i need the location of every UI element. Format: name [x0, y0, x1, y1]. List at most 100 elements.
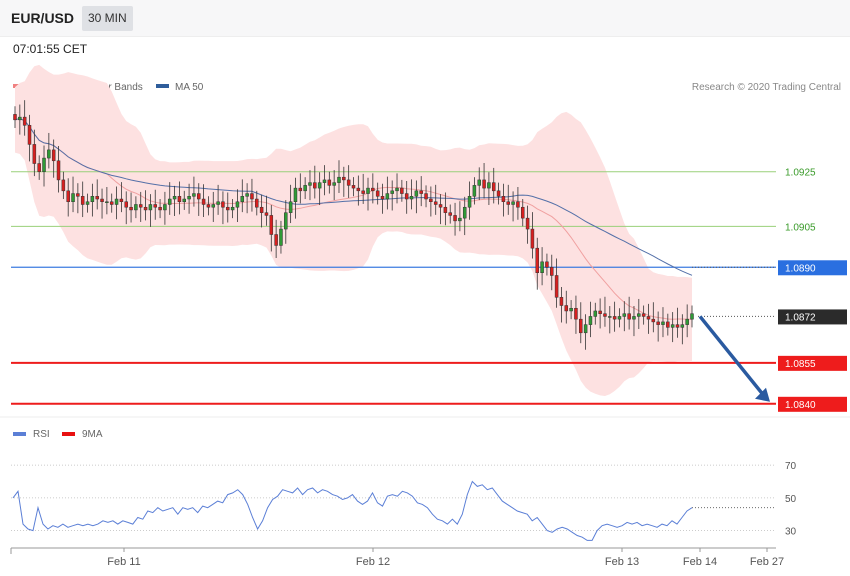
candle	[366, 177, 370, 211]
candle	[327, 171, 332, 194]
candle	[356, 175, 361, 206]
candle-body	[467, 196, 472, 208]
candle	[419, 176, 423, 207]
candle	[114, 186, 119, 220]
candle	[250, 178, 254, 212]
candle	[395, 173, 399, 204]
forecast-arrow-shaft	[698, 315, 766, 397]
candle	[443, 192, 448, 226]
candle	[13, 106, 17, 129]
candle	[293, 177, 298, 219]
candle-body	[308, 182, 312, 186]
candle	[598, 298, 602, 329]
candle-body	[90, 196, 95, 203]
candle-body	[13, 114, 17, 121]
candle-body	[656, 321, 660, 325]
candle	[259, 194, 264, 228]
candle	[554, 258, 559, 308]
candle-body	[177, 196, 182, 203]
candle-body	[487, 182, 491, 189]
candle	[545, 253, 549, 276]
candle	[187, 183, 191, 214]
candle	[124, 191, 128, 225]
candle-body	[71, 193, 75, 203]
candle	[506, 184, 510, 215]
candle	[371, 173, 375, 204]
candle	[226, 192, 230, 223]
candle	[525, 205, 530, 244]
legend-9ma-swatch	[62, 432, 75, 436]
candle-body	[148, 204, 153, 211]
candle-body	[187, 196, 191, 200]
candle	[651, 302, 656, 333]
timeframe-badge[interactable]: 30 MIN	[82, 6, 133, 31]
candle-body	[298, 187, 303, 192]
candle	[666, 313, 670, 336]
candle-body	[221, 201, 225, 208]
candle	[211, 191, 216, 222]
candle-body	[105, 201, 109, 204]
candle-body	[124, 201, 128, 208]
credit-text: Research © 2020 Trading Central	[692, 82, 841, 93]
candle-body	[622, 313, 627, 317]
candle	[42, 145, 46, 187]
candle	[569, 300, 573, 320]
candle	[182, 190, 186, 210]
candle-body	[390, 190, 394, 194]
candle-body	[438, 204, 443, 208]
candle	[129, 192, 133, 223]
candle-body	[443, 206, 448, 213]
candle-body	[627, 313, 631, 320]
candle-body	[491, 182, 496, 192]
candle	[27, 114, 32, 162]
candle-body	[61, 179, 66, 192]
candle	[433, 184, 438, 215]
level-label: 1.0855	[785, 359, 816, 370]
candle-body	[250, 193, 254, 200]
candle-body	[414, 190, 419, 197]
candle-body	[598, 310, 602, 314]
candle-body	[269, 215, 274, 235]
candle-body	[230, 206, 235, 211]
candle	[627, 296, 631, 330]
candle	[153, 189, 157, 220]
ma50-line	[14, 117, 693, 276]
candle	[675, 307, 680, 338]
candle-body	[501, 196, 506, 203]
candle-body	[462, 206, 467, 219]
candle	[47, 132, 51, 169]
candle-body	[651, 318, 656, 323]
candle-body	[579, 318, 583, 334]
candle-body	[690, 313, 694, 320]
candle	[453, 202, 457, 236]
rsi-tick-label: 70	[785, 461, 797, 472]
candle	[361, 173, 365, 204]
candle	[192, 176, 196, 207]
candle	[80, 181, 85, 218]
candle	[109, 193, 114, 213]
level-label-box	[778, 309, 847, 325]
candle-body	[342, 176, 346, 181]
candle-body	[284, 212, 288, 230]
candle-body	[264, 212, 269, 216]
candle-body	[332, 182, 336, 186]
candle	[496, 182, 501, 205]
candle-body	[433, 201, 438, 205]
candle	[588, 301, 593, 338]
candle	[298, 173, 303, 204]
candle	[303, 177, 307, 200]
candle-body	[371, 187, 375, 192]
candle	[603, 296, 607, 327]
candle-body	[516, 201, 520, 208]
candle-body	[661, 321, 665, 325]
candle-body	[303, 185, 307, 192]
candle-body	[612, 316, 617, 320]
candle	[511, 191, 515, 222]
legend-ma50-swatch	[156, 84, 169, 88]
candle	[690, 305, 694, 328]
candle-body	[37, 163, 41, 172]
candle-body	[366, 187, 370, 194]
candle-body	[429, 198, 433, 203]
candle	[550, 254, 554, 291]
